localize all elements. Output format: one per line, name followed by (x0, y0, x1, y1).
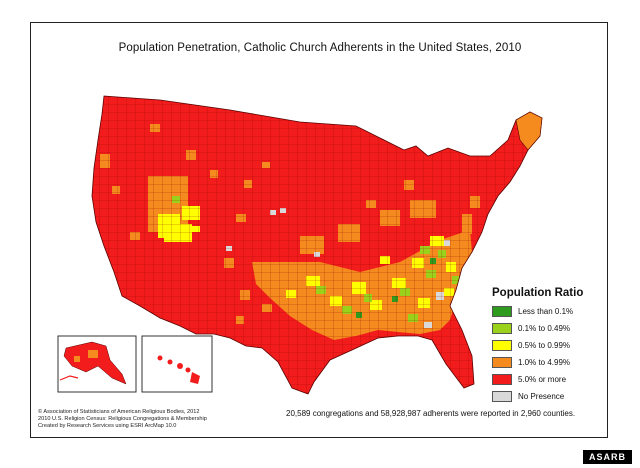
alaska-inset (57, 335, 137, 393)
legend-swatch (492, 339, 512, 351)
legend-label: 5.0% or more (518, 374, 567, 384)
maine-region (515, 111, 543, 151)
legend-swatch (492, 356, 512, 368)
credit-line: 2010 U.S. Religion Census: Religious Con… (38, 415, 207, 422)
legend-label: Less than 0.1% (518, 306, 574, 316)
legend-swatch (492, 390, 512, 402)
legend-item: 5.0% or more (492, 372, 602, 386)
asarb-badge: ASARB (582, 450, 632, 464)
legend-label: 0.1% to 0.49% (518, 323, 571, 333)
legend-item: No Presence (492, 389, 602, 403)
legend-item: 0.5% to 0.99% (492, 338, 602, 352)
legend-item: 0.1% to 0.49% (492, 321, 602, 335)
legend: Population Ratio Less than 0.1% 0.1% to … (492, 287, 602, 406)
legend-label: 0.5% to 0.99% (518, 340, 571, 350)
summary-text: 20,589 congregations and 58,928,987 adhe… (286, 409, 576, 418)
legend-item: Less than 0.1% (492, 304, 602, 318)
credit-line: © Association of Statisticians of Americ… (38, 409, 200, 415)
credit-line: Created by Research Services using ESRI … (38, 422, 177, 429)
legend-swatch (492, 373, 512, 385)
legend-swatch (492, 305, 512, 317)
legend-swatch (492, 322, 512, 334)
hawaii-inset (141, 335, 213, 393)
legend-title: Population Ratio (492, 287, 584, 299)
legend-label: No Presence (518, 391, 565, 401)
legend-item: 1.0% to 4.99% (492, 355, 602, 369)
map-title: Population Penetration, Catholic Church … (118, 42, 522, 54)
credits: © Association of Statisticians of Americ… (38, 409, 207, 429)
legend-label: 1.0% to 4.99% (518, 357, 571, 367)
